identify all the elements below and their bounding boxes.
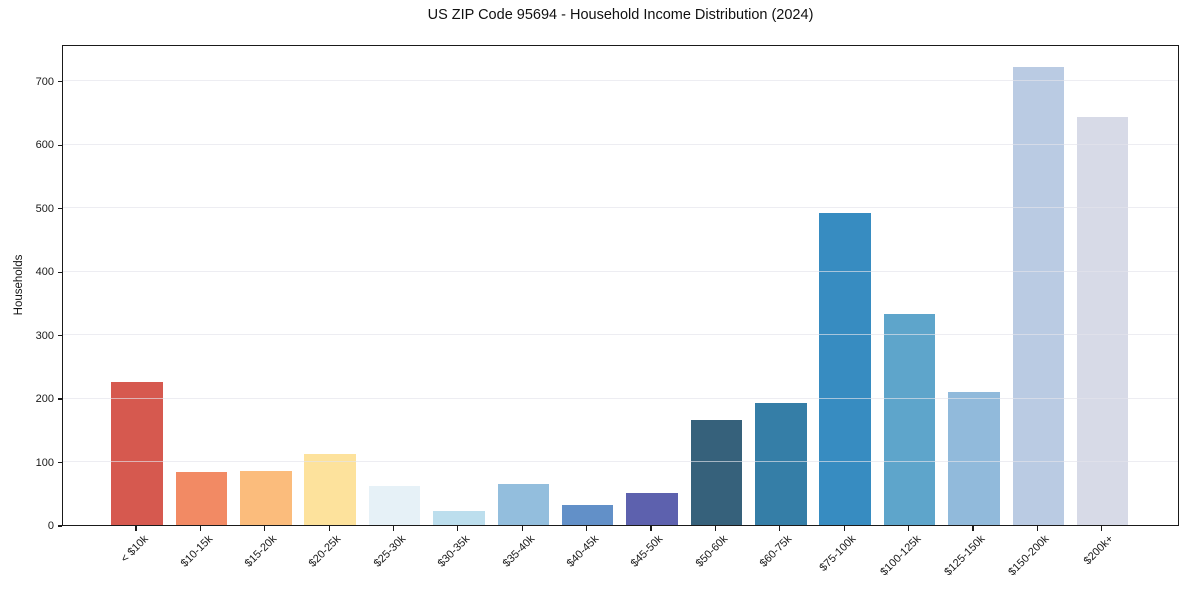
- bar: [1076, 116, 1129, 525]
- x-tick-mark: [199, 526, 201, 531]
- x-tick-mark: [135, 526, 137, 531]
- y-tick-mark: [57, 208, 62, 210]
- y-tick-label: 300: [35, 329, 54, 342]
- bar: [497, 483, 550, 525]
- y-tick-label: 700: [35, 75, 54, 88]
- plot-area: [62, 45, 1179, 526]
- x-tick-mark: [779, 526, 781, 531]
- x-tick-mark: [714, 526, 716, 531]
- x-tick-mark: [650, 526, 652, 531]
- bar: [304, 453, 356, 525]
- y-tick-label: 500: [35, 202, 54, 215]
- y-tick-label: 400: [35, 266, 54, 279]
- x-tick-label: < $10k: [118, 533, 151, 566]
- bar: [948, 392, 1000, 525]
- bar: [819, 212, 871, 525]
- y-tick-label: 0: [47, 520, 54, 532]
- gridline: [63, 207, 1178, 209]
- gridline: [63, 80, 1178, 82]
- bar: [111, 382, 163, 525]
- chart-title: US ZIP Code 95694 - Household Income Dis…: [427, 7, 814, 23]
- y-tick-mark: [57, 271, 62, 273]
- x-tick-mark: [843, 526, 845, 531]
- bar: [433, 511, 485, 525]
- x-tick-mark: [1036, 526, 1038, 531]
- x-tick-mark: [586, 526, 588, 531]
- x-tick-label: $25-30k: [371, 533, 409, 570]
- x-tick-mark: [392, 526, 395, 531]
- x-tick-label: $10-15k: [178, 533, 215, 570]
- x-tick-mark: [521, 526, 523, 531]
- bar: [883, 313, 936, 525]
- x-tick-label: $200k+: [1081, 533, 1117, 568]
- x-tick-label: $60-75k: [757, 533, 795, 570]
- x-tick-mark: [264, 526, 266, 531]
- bar: [626, 492, 678, 525]
- x-tick-mark: [457, 526, 459, 531]
- y-tick-label: 200: [35, 393, 54, 406]
- bar: [690, 419, 743, 525]
- x-tick-label: $75-100k: [817, 533, 859, 574]
- y-tick-mark: [57, 335, 62, 337]
- x-tick-label: $20-25k: [307, 533, 344, 570]
- x-tick-label: $35-40k: [500, 533, 537, 570]
- x-tick-label: $30-35k: [435, 533, 473, 570]
- gridline: [63, 270, 1178, 272]
- x-tick-mark: [328, 526, 330, 531]
- x-tick-label: $50-60k: [693, 533, 730, 570]
- x-tick-label: $15-20k: [242, 533, 280, 570]
- bar: [561, 504, 614, 525]
- y-tick-mark: [57, 398, 62, 400]
- gridline: [63, 143, 1178, 145]
- x-tick-mark: [1101, 526, 1103, 531]
- gridline: [63, 461, 1178, 463]
- x-tick-label: $40-45k: [564, 533, 602, 570]
- x-tick-label: $150-200k: [1006, 533, 1052, 579]
- bar: [240, 471, 292, 525]
- x-tick-mark: [907, 526, 910, 531]
- y-tick-label: 600: [35, 139, 54, 152]
- x-tick-mark: [972, 526, 974, 531]
- y-axis-label: Households: [13, 254, 25, 316]
- bar: [368, 485, 421, 525]
- y-tick-mark: [57, 81, 62, 83]
- bar: [175, 472, 228, 525]
- y-tick-mark: [57, 525, 62, 527]
- x-tick-label: $45-50k: [628, 533, 666, 570]
- y-tick-mark: [57, 144, 62, 146]
- gridline: [63, 334, 1178, 336]
- x-tick-label: $125-150k: [942, 533, 988, 579]
- gridline: [63, 397, 1178, 399]
- y-tick-label: 100: [35, 456, 54, 469]
- bar: [755, 403, 807, 525]
- y-tick-mark: [57, 461, 62, 464]
- x-tick-label: $100-125k: [877, 533, 924, 579]
- bar: [1012, 67, 1065, 525]
